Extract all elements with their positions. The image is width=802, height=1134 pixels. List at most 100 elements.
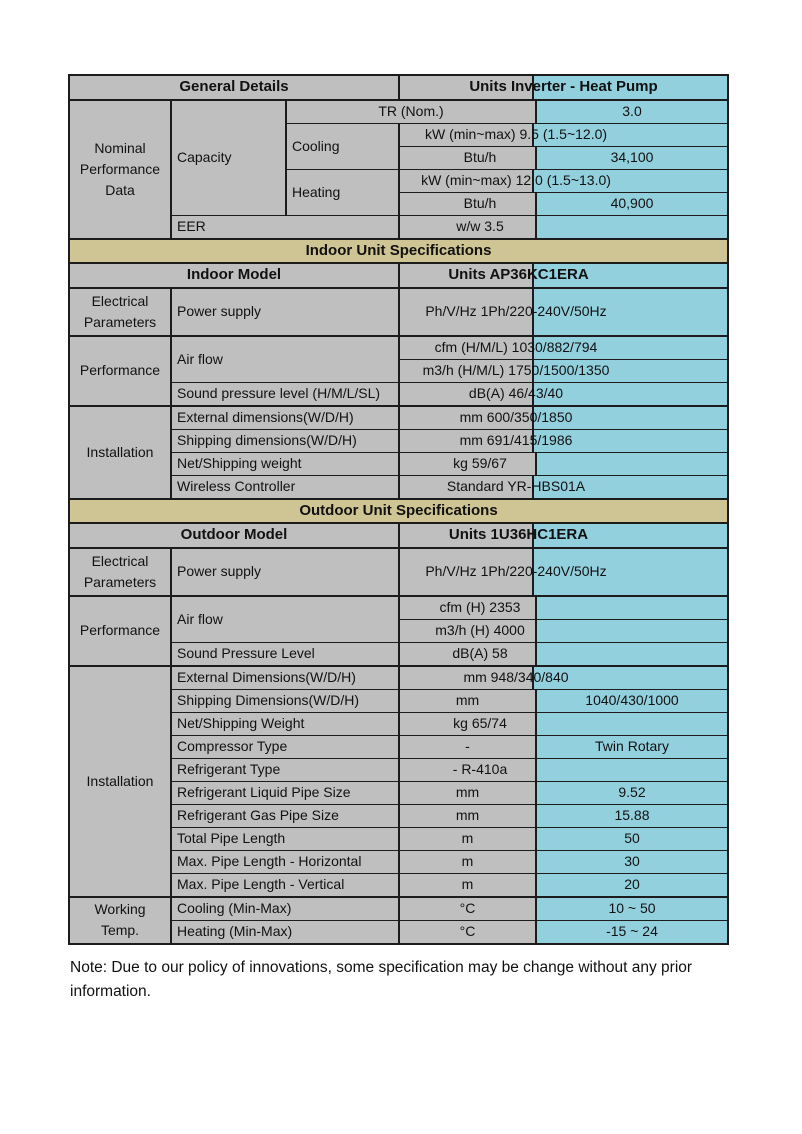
outdoor-shipping-dim-label: Shipping Dimensions(W/D/H) [170, 688, 399, 712]
working-heating-label: Heating (Min-Max) [170, 919, 399, 944]
indoor-weight-value-cell-empty [535, 451, 728, 475]
refrigerant-type-row: Refrigerant Type - R-410a [69, 757, 728, 781]
working-cooling-unit-cell: °C [398, 895, 536, 920]
indoor-sound-label: Sound pressure level (H/M/L/SL) [170, 381, 399, 406]
indoor-airflow-m3h-row: m3/h (H/M/L) 1750/1500/1350 [69, 358, 728, 382]
indoor-weight-unit-cell: kg 59/67 [398, 451, 536, 475]
gas-pipe-label: Refrigerant Gas Pipe Size [170, 803, 399, 827]
compressor-row: Compressor Type - Twin Rotary [69, 734, 728, 758]
indoor-sound-value: dB(A) 46/43/40 [398, 381, 728, 406]
outdoor-shipping-dim-value-cell: 1040/430/1000 [535, 688, 728, 712]
max-vertical-value-cell: 20 [535, 872, 728, 897]
indoor-controller-row: Wireless Controller Standard YR-HBS01A [69, 474, 728, 499]
indoor-controller-value: Standard YR-HBS01A [398, 474, 728, 499]
outdoor-sound-row: Sound Pressure Level dB(A) 58 [69, 641, 728, 666]
max-horizontal-value-cell: 30 [535, 849, 728, 873]
refrigerant-type-unit-cell: - R-410a [398, 757, 536, 781]
refrigerant-type-value-cell-empty [535, 757, 728, 781]
working-cooling-label: Cooling (Min-Max) [170, 895, 399, 920]
outdoor-external-dim-label: External Dimensions(W/D/H) [170, 664, 399, 689]
outdoor-power-supply-row: Electrical Parameters Power supply Ph/V/… [68, 546, 728, 596]
cooling-btu-unit-cell: Btu/h [398, 145, 536, 169]
outdoor-weight-value-cell-empty [535, 711, 728, 735]
indoor-controller-label: Wireless Controller [170, 474, 399, 499]
indoor-sound-row: Sound pressure level (H/M/L/SL) dB(A) 46… [69, 381, 728, 406]
liquid-pipe-row: Refrigerant Liquid Pipe Size mm 9.52 [69, 780, 728, 804]
working-temp-group-cell: Working Temp. [68, 895, 171, 944]
cooling-btu-row: Btu/h 34,100 [69, 145, 728, 169]
liquid-pipe-label: Refrigerant Liquid Pipe Size [170, 780, 399, 804]
outdoor-sound-unit-cell: dB(A) 58 [398, 641, 536, 666]
outdoor-sound-value-empty [535, 641, 728, 666]
heating-btu-row: Btu/h 40,900 [69, 191, 728, 215]
indoor-external-dim-label: External dimensions(W/D/H) [170, 404, 399, 429]
outdoor-weight-row: Net/Shipping Weight kg 65/74 [69, 711, 728, 735]
max-vertical-label: Max. Pipe Length - Vertical [170, 872, 399, 897]
footer-note: Note: Due to our policy of innovations, … [70, 959, 693, 1000]
outdoor-model-value: Units 1U36HC1ERA [398, 522, 728, 548]
indoor-performance-group-cell: Performance [68, 334, 171, 406]
indoor-power-supply-label: Power supply [170, 286, 399, 336]
working-heating-unit-cell: °C [398, 919, 536, 944]
total-pipe-value-cell: 50 [535, 826, 728, 850]
outdoor-model-row: Outdoor Model Units 1U36HC1ERA [68, 522, 728, 548]
nominal-performance-group-cell: Nominal Performance Data [68, 98, 171, 239]
outdoor-section-header: Outdoor Unit Specifications [68, 497, 728, 524]
cooling-cell: Cooling [285, 122, 399, 169]
tr-nom-unit-cell: TR (Nom.) [285, 98, 536, 123]
indoor-section-row: Indoor Unit Specifications [68, 237, 728, 264]
outdoor-shipping-dim-unit-cell: mm [398, 688, 536, 712]
units-inverter-header: Units Inverter - Heat Pump [398, 74, 728, 100]
max-vertical-row: Max. Pipe Length - Vertical m 20 [69, 872, 728, 897]
compressor-value-cell: Twin Rotary [535, 734, 728, 758]
eer-label-cell: EER [170, 214, 399, 239]
outdoor-airflow-m3h-cell: m3/h (H) 4000 [398, 618, 536, 642]
indoor-airflow-label: Air flow [170, 334, 399, 382]
tr-nom-value-cell: 3.0 [535, 98, 728, 123]
cooling-kw-cell: kW (min~max) 9.5 (1.5~12.0) [398, 122, 728, 146]
heating-cell: Heating [285, 168, 399, 215]
outdoor-model-header: Outdoor Model [68, 522, 399, 548]
total-pipe-label: Total Pipe Length [170, 826, 399, 850]
indoor-model-header: Indoor Model [68, 262, 399, 288]
compressor-unit-cell: - [398, 734, 536, 758]
outdoor-section-row: Outdoor Unit Specifications [68, 497, 728, 524]
indoor-power-supply-row: Electrical Parameters Power supply Ph/V/… [68, 286, 728, 336]
gas-pipe-unit-cell: mm [398, 803, 536, 827]
indoor-power-supply-value: Ph/V/Hz 1Ph/220-240V/50Hz [398, 286, 728, 336]
outdoor-airflow-cfm-row: Performance Air flow cfm (H) 2353 [68, 594, 728, 666]
max-horizontal-label: Max. Pipe Length - Horizontal [170, 849, 399, 873]
indoor-weight-row: Net/Shipping weight kg 59/67 [69, 451, 728, 475]
outdoor-power-supply-value: Ph/V/Hz 1Ph/220-240V/50Hz [398, 546, 728, 596]
indoor-shipping-dim-row: Shipping dimensions(W/D/H) mm 691/415/19… [69, 428, 728, 452]
outdoor-airflow-cfm-value-empty [535, 594, 728, 619]
heating-kw-cell: kW (min~max) 12.0 (1.5~13.0) [398, 168, 728, 192]
outdoor-airflow-m3h-row: m3/h (H) 4000 [69, 618, 728, 642]
indoor-airflow-m3h-cell: m3/h (H/M/L) 1750/1500/1350 [398, 358, 728, 382]
outdoor-external-dim-row: Installation External Dimensions(W/D/H) … [68, 664, 728, 897]
refrigerant-type-label: Refrigerant Type [170, 757, 399, 781]
indoor-shipping-dim-value: mm 691/415/1986 [398, 428, 728, 452]
working-heating-value-cell: -15 ~ 24 [535, 919, 728, 944]
outdoor-weight-unit-cell: kg 65/74 [398, 711, 536, 735]
indoor-external-dim-row: Installation External dimensions(W/D/H) … [68, 404, 728, 499]
heating-btu-unit-cell: Btu/h [398, 191, 536, 215]
capacity-cell: Capacity [170, 98, 286, 215]
outdoor-external-dim-value: mm 948/340/840 [398, 664, 728, 689]
indoor-section-header: Indoor Unit Specifications [68, 237, 728, 264]
outdoor-airflow-label: Air flow [170, 594, 399, 642]
working-temp-label: Working Temp. [94, 901, 146, 938]
total-pipe-unit-cell: m [398, 826, 536, 850]
eer-value-cell-empty [535, 214, 728, 239]
general-details-header: General Details [68, 74, 399, 100]
spec-table: General Details Units Inverter - Heat Pu… [68, 74, 729, 945]
indoor-installation-group-cell: Installation [68, 404, 171, 499]
indoor-weight-label: Net/Shipping weight [170, 451, 399, 475]
eer-row: EER w/w 3.5 [69, 214, 728, 239]
indoor-external-dim-value: mm 600/350/1850 [398, 404, 728, 429]
liquid-pipe-value-cell: 9.52 [535, 780, 728, 804]
indoor-airflow-cfm-row: Performance Air flow cfm (H/M/L) 1030/88… [68, 334, 728, 406]
outdoor-weight-label: Net/Shipping Weight [170, 711, 399, 735]
indoor-model-value: Units AP36KC1ERA [398, 262, 728, 288]
